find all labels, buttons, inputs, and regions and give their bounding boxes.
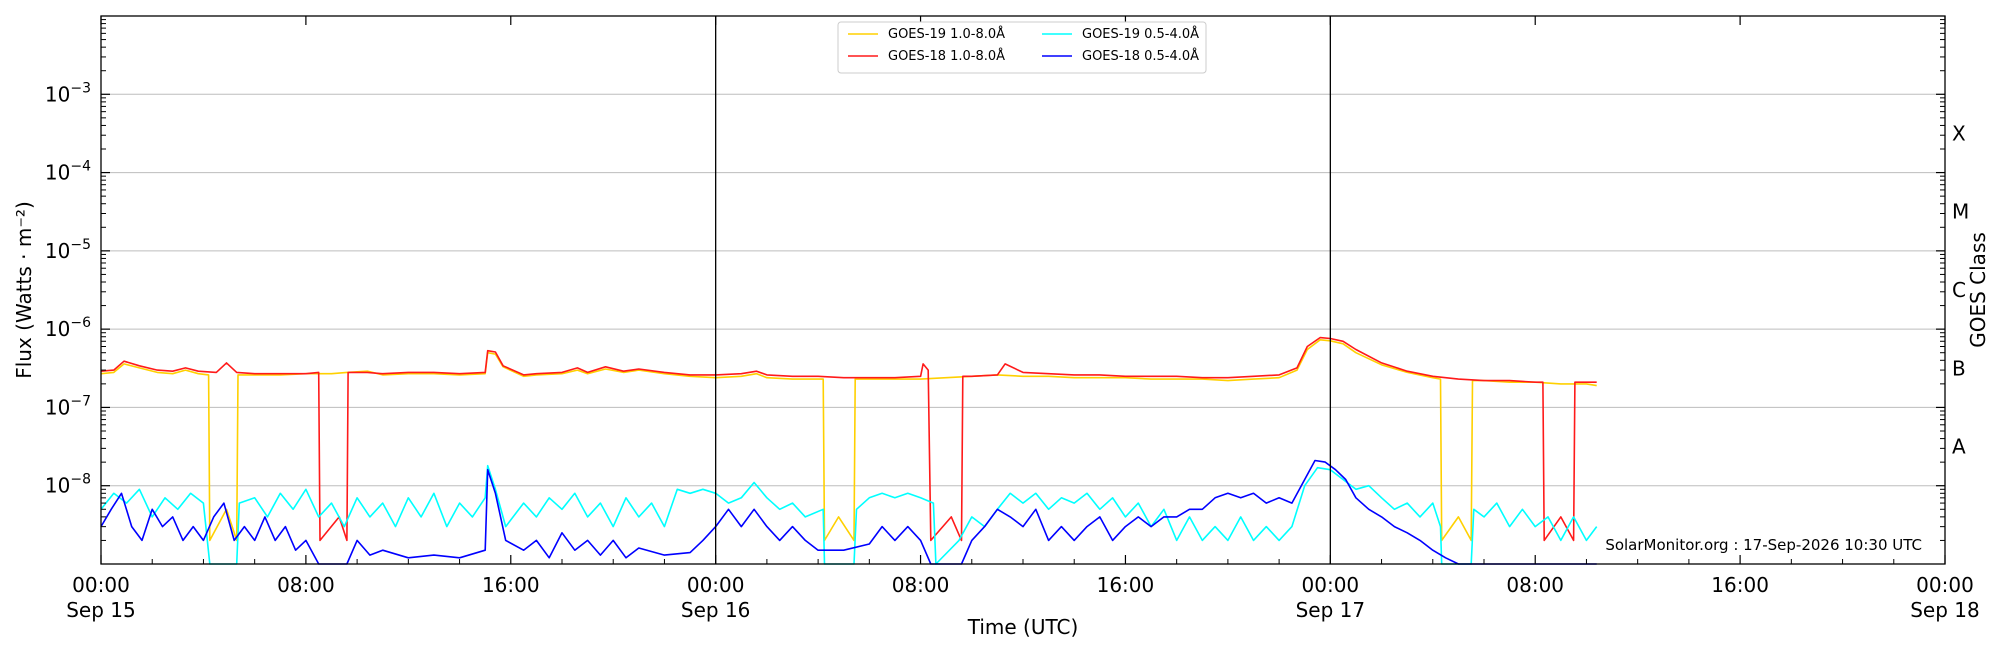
y-tick-exponent: −3: [70, 80, 91, 96]
x-tick-label-time: 00:00: [1916, 573, 1974, 597]
legend-box: [837, 21, 1207, 74]
y-tick-base: 10: [45, 82, 70, 106]
x-axis-title: Time (UTC): [967, 615, 1079, 639]
y-tick-base: 10: [45, 474, 70, 498]
series-line-1: [100, 336, 1597, 542]
y-tick-label: 10−6: [45, 315, 91, 341]
y-tick-label: 10−8: [45, 472, 91, 498]
y-tick-exponent: −5: [70, 237, 91, 253]
legend-label: GOES-18 0.5-4.0Å: [1082, 48, 1199, 64]
x-tick-label-time: 00:00: [72, 573, 130, 597]
x-tick-label-date: Sep 15: [66, 598, 136, 622]
legend-label: GOES-18 1.0-8.0Å: [888, 48, 1005, 64]
watermark-text: SolarMonitor.org : 17-Sep-2026 10:30 UTC: [1605, 536, 1922, 554]
x-tick-label-time: 16:00: [1711, 573, 1769, 597]
y-tick-exponent: −4: [70, 159, 91, 175]
x-tick-label-time: 08:00: [277, 573, 335, 597]
legend-label: GOES-19 0.5-4.0Å: [1082, 26, 1199, 42]
x-tick-label-time: 00:00: [1302, 573, 1360, 597]
grid-layer: [101, 93, 1945, 487]
y-tick-base: 10: [45, 161, 70, 185]
series-layer: [100, 336, 1598, 565]
y-tick-exponent: −8: [70, 472, 91, 488]
y-axis-title-right: GOES Class: [1966, 232, 1990, 348]
y-axis-title-left: Flux (Watts · m⁻²): [12, 201, 36, 379]
y-tick-exponent: −6: [70, 315, 91, 331]
y-tick-label: 10−3: [45, 80, 91, 106]
legend: GOES-19 1.0-8.0Å GOES-19 0.5-4.0Å GOES-18 …: [837, 21, 1207, 74]
y-tick-label: 10−5: [45, 237, 91, 263]
goes-class-label: C: [1952, 278, 1966, 302]
series-line-3: [100, 459, 1597, 565]
x-tick-label-time: 16:00: [482, 573, 540, 597]
x-tick-label-time: 08:00: [892, 573, 950, 597]
x-tick-label-time: 08:00: [1506, 573, 1564, 597]
y-tick-base: 10: [45, 239, 70, 263]
x-tick-label-time: 16:00: [1097, 573, 1155, 597]
x-tick-label-time: 00:00: [687, 573, 745, 597]
goes-class-label: X: [1952, 121, 1966, 145]
x-tick-label-date: Sep 18: [1910, 598, 1980, 622]
y-tick-exponent: −7: [70, 393, 91, 409]
x-tick-label-date: Sep 17: [1296, 598, 1366, 622]
goes-class-label: B: [1952, 356, 1966, 380]
y-tick-base: 10: [45, 317, 70, 341]
series-line-2: [100, 464, 1598, 565]
legend-label: GOES-19 1.0-8.0Å: [888, 26, 1005, 42]
y-tick-base: 10: [45, 395, 70, 419]
y-tick-label: 10−7: [45, 393, 91, 419]
plot-background: [101, 16, 1945, 564]
day-boundary-layer: [715, 16, 1331, 564]
series-line-0: [100, 338, 1597, 542]
y-tick-label: 10−4: [45, 159, 91, 185]
x-tick-label-date: Sep 16: [681, 598, 751, 622]
goes-class-label: A: [1952, 435, 1966, 459]
goes-class-label: M: [1952, 200, 1969, 224]
tick-layer: [100, 16, 1946, 564]
